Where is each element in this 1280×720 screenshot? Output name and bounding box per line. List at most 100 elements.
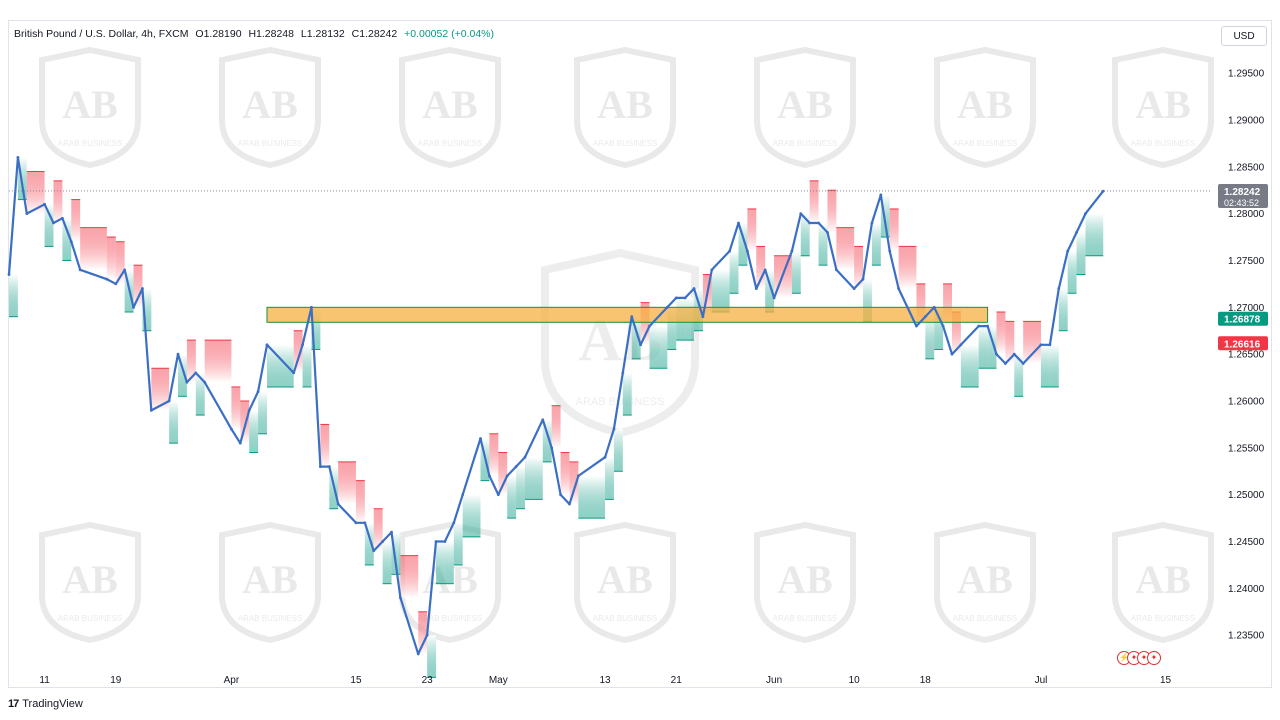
tradingview-brand: TradingView: [22, 698, 83, 710]
price-point: [772, 296, 776, 300]
price-tag: [1218, 183, 1268, 208]
downtrend-band: [204, 340, 232, 383]
price-point: [505, 474, 509, 478]
uptrend-band: [863, 279, 872, 322]
price-point: [149, 408, 153, 412]
price-point: [114, 282, 118, 286]
watermark-emblem: AB ARAB BUSINESS: [39, 521, 141, 644]
downtrend-band: [373, 508, 383, 551]
price-point: [834, 268, 838, 272]
downtrend-band: [498, 452, 508, 495]
price-point: [238, 441, 242, 445]
price-point: [737, 221, 740, 225]
price-point: [443, 540, 447, 543]
watermark-initials: AB: [597, 557, 653, 602]
y-tick-label: 1.28500: [1228, 162, 1265, 173]
price-point: [372, 549, 376, 553]
open-value: O1.28190: [195, 28, 242, 40]
watermark-label: ARAB BUSINESS: [593, 139, 657, 148]
uptrend-band: [249, 410, 259, 453]
price-series-layer: [7, 156, 1210, 656]
downtrend-band: [186, 340, 196, 383]
watermark-initials: AB: [1135, 557, 1191, 602]
price-tag-label: 1.26616: [1224, 339, 1261, 350]
price-point: [790, 249, 794, 253]
price-point: [665, 305, 669, 309]
price-point: [301, 343, 304, 347]
watermark-label: ARAB BUSINESS: [58, 139, 122, 148]
price-point: [318, 465, 322, 468]
downtrend-band: [756, 246, 766, 289]
price-point: [496, 493, 500, 497]
price-point: [1012, 352, 1016, 356]
watermark-label: ARAB BUSINESS: [953, 139, 1017, 148]
y-tick-label: 1.29000: [1228, 115, 1265, 126]
uptrend-band: [1049, 344, 1059, 387]
price-point: [995, 352, 998, 356]
x-tick-label: 11: [39, 675, 50, 686]
high-value: H1.28248: [248, 28, 294, 40]
currency-button[interactable]: USD: [1221, 26, 1267, 46]
watermark-emblem: AB ARAB BUSINESS: [1112, 521, 1214, 644]
price-point: [185, 380, 189, 384]
price-point: [141, 287, 144, 290]
watermark-label: ARAB BUSINESS: [1131, 614, 1195, 623]
uptrend-band: [1067, 251, 1077, 294]
watermark-emblem: AB ARAB BUSINESS: [399, 46, 501, 169]
uptrend-band: [364, 522, 374, 565]
uptrend-band: [800, 213, 810, 256]
price-point: [327, 465, 331, 468]
price-point: [754, 287, 758, 290]
downtrend-band: [827, 190, 837, 233]
uptrend-band: [142, 288, 152, 331]
downtrend-band: [400, 555, 419, 598]
downtrend-band: [133, 265, 143, 308]
uptrend-band: [791, 251, 801, 294]
support-resistance-zone: [266, 306, 989, 323]
downtrend-band: [898, 246, 917, 289]
price-point: [745, 249, 749, 253]
y-tick-label: 1.26000: [1228, 397, 1265, 408]
shield-icon: [1112, 46, 1214, 169]
symbol-title[interactable]: British Pound / U.S. Dollar, 4h, FXCM: [14, 28, 189, 40]
price-point: [977, 324, 981, 328]
uptrend-band: [765, 269, 775, 312]
price-point: [416, 652, 420, 656]
price-point: [923, 315, 927, 319]
uptrend-band: [1058, 288, 1068, 331]
trend-bands: [9, 157, 1104, 678]
y-tick-label: 1.23500: [1228, 631, 1265, 642]
uptrend-band: [311, 307, 321, 350]
downtrend-band: [996, 312, 1006, 355]
watermark-initials: AB: [777, 82, 833, 127]
x-tick-label: 19: [110, 675, 122, 686]
price-point: [692, 287, 696, 290]
watermark-initials: AB: [62, 82, 118, 127]
price-point: [870, 221, 874, 225]
watermark-emblem: AB ARAB BUSINESS: [934, 46, 1036, 169]
event-flag-icon[interactable]: ✦: [1147, 651, 1161, 665]
uptrend-band: [613, 429, 623, 472]
economic-events[interactable]: ⚡ ✦ ✦ ✦: [1117, 651, 1161, 665]
uptrend-band: [818, 223, 828, 266]
watermark-label: ARAB BUSINESS: [953, 614, 1017, 623]
price-point: [105, 277, 109, 281]
price-point: [639, 343, 643, 347]
uptrend-band: [871, 223, 881, 266]
tradingview-footer[interactable]: 17 TradingView: [8, 698, 83, 710]
low-value: L1.28132: [300, 28, 345, 40]
watermark-emblem: AB ARAB BUSINESS: [39, 46, 141, 169]
downtrend-band: [240, 401, 250, 444]
watermark-emblem: AB ARAB BUSINESS: [574, 46, 676, 169]
watermark-initials: AB: [597, 82, 653, 127]
x-tick-label: 15: [350, 675, 362, 686]
downtrend-band: [916, 283, 926, 327]
symbol-header: British Pound / U.S. Dollar, 4h, FXCM O1…: [14, 28, 498, 40]
price-point: [1084, 212, 1087, 216]
uptrend-band: [542, 419, 552, 462]
watermark-emblem: AB ARAB BUSINESS: [1112, 46, 1214, 169]
uptrend-band: [925, 316, 935, 359]
price-tag-label: 1.28242: [1224, 187, 1261, 198]
